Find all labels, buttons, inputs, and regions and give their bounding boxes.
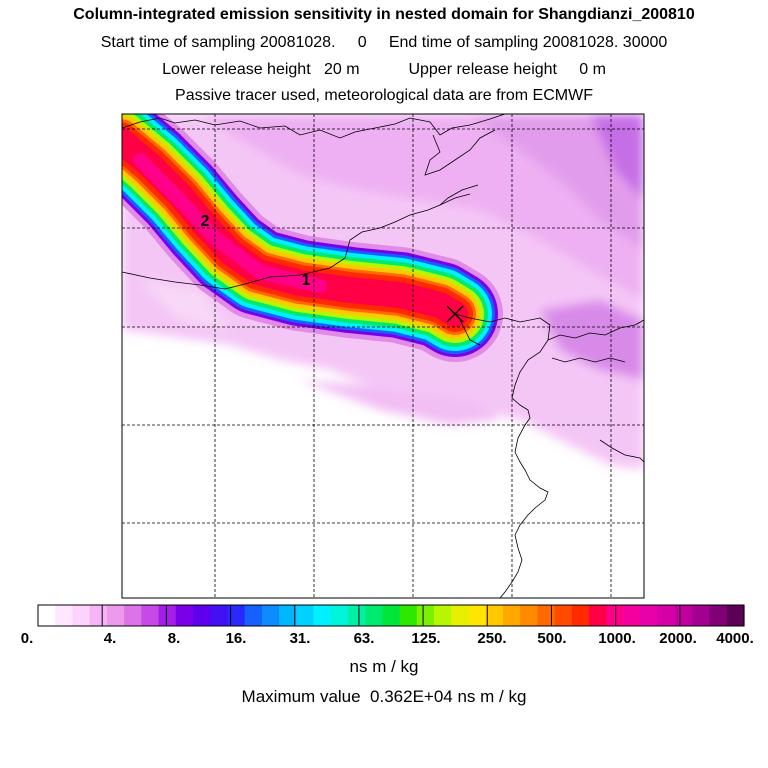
colorbar-swatch (124, 605, 142, 626)
release-heights: Lower release height 20 m Upper release … (162, 61, 606, 78)
colorbar-swatch (227, 605, 246, 626)
plume (122, 114, 503, 362)
colorbar-swatch (347, 605, 366, 626)
colorbar-swatch (244, 605, 263, 626)
colorbar-swatch (313, 605, 332, 626)
colorbar-swatch (382, 605, 401, 626)
colorbar-swatch (416, 605, 435, 626)
colorbar-tick-label: 16. (225, 630, 247, 647)
sampling-times: Start time of sampling 20081028. 0 End t… (100, 34, 668, 51)
colorbar-swatch (657, 605, 676, 626)
colorbar-swatch (399, 605, 418, 626)
colorbar-swatch (468, 605, 487, 626)
colorbar-swatch (175, 605, 194, 626)
colorbar-swatch (365, 605, 383, 626)
lat-lon-grid (122, 114, 644, 598)
map-title: Column-integrated emission sensitivity i… (73, 6, 695, 23)
colorbar-swatch (537, 605, 556, 626)
colorbar-swatch (675, 605, 693, 626)
colorbar-swatch (623, 605, 642, 626)
colorbar-swatch (141, 605, 160, 626)
colorbar-tick-label: 0. (20, 630, 34, 647)
colorbar-swatch (192, 605, 211, 626)
colorbar-swatch (72, 605, 91, 626)
colorbar-tick-label: 4. (103, 630, 117, 647)
tracer-info: Passive tracer used, meteorological data… (175, 87, 593, 104)
colorbar-swatch (330, 605, 349, 626)
colorbar-tick-label: 250. (477, 630, 507, 647)
colorbar-swatch (261, 605, 280, 626)
colorbar-swatch (485, 605, 504, 626)
colorbar-tick-label: 31. (289, 630, 311, 647)
colorbar-tick-label: 4000. (716, 630, 754, 647)
colorbar-tick-label: 63. (353, 630, 375, 647)
colorbar-units: ns m / kg (349, 657, 419, 676)
colorbar-swatch (709, 605, 728, 626)
colorbar-tick-label: 125. (411, 630, 441, 647)
colorbar-swatch (692, 605, 711, 626)
colorbar-swatch (571, 605, 590, 626)
colorbar-swatch (158, 605, 177, 626)
release-site-marker (446, 305, 464, 323)
colorbar-swatch (38, 605, 56, 626)
colorbar-swatch (554, 605, 573, 626)
colorbar-tick-label: 8. (167, 630, 181, 647)
colorbar-swatch (726, 605, 745, 626)
colorbar-swatch (520, 605, 538, 626)
colorbar-swatch (451, 605, 470, 626)
coastlines (122, 114, 644, 598)
cluster-label-1: 1 (302, 272, 311, 289)
colorbar-swatch (502, 605, 521, 626)
colorbar (37, 604, 745, 627)
colorbar-tick-label: 1000. (598, 630, 636, 647)
colorbar-swatch (589, 605, 607, 626)
colorbar-swatch (55, 605, 74, 626)
colorbar-swatch (210, 605, 229, 626)
colorbar-swatch (640, 605, 659, 626)
colorbar-swatch (434, 605, 452, 626)
maximum-value: Maximum value 0.362E+04 ns m / kg (241, 687, 527, 706)
colorbar-swatch (279, 605, 297, 626)
colorbar-tick-label: 2000. (659, 630, 697, 647)
colorbar-swatch (89, 605, 108, 626)
cluster-label-2: 2 (201, 213, 210, 230)
map-panel: 1 2 (122, 114, 644, 598)
map-frame (121, 113, 645, 599)
colorbar-tick-label: 500. (537, 630, 567, 647)
colorbar-frame (37, 604, 745, 627)
colorbar-swatch (296, 605, 315, 626)
colorbar-swatch (106, 605, 125, 626)
